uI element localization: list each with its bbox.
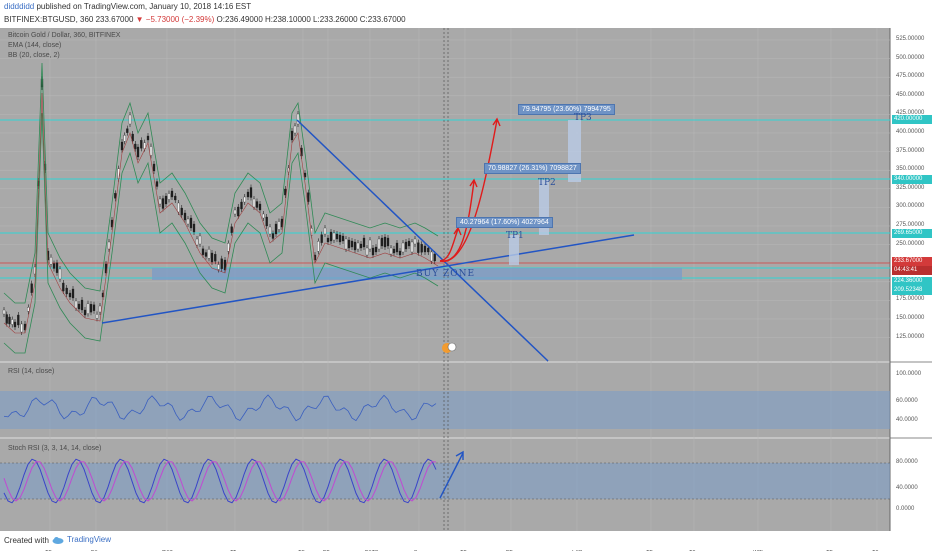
rsi-axis-label: 100.0000: [896, 371, 922, 377]
price-axis-label: 525.00000: [896, 36, 925, 42]
price-axis-label: 300.00000: [896, 203, 925, 210]
created-with-text: Created with: [4, 536, 49, 545]
price-panel: [0, 28, 890, 361]
price-axis-label: 275.00000: [896, 222, 925, 228]
symbol-line: BITFINEX:BTGUSD, 360 233.67000 ▼ −5.7300…: [4, 15, 406, 24]
tp1-text[interactable]: TP1: [506, 231, 524, 241]
price-change: ▼ −5.73000 (−2.39%): [135, 15, 215, 24]
tradingview-cloud-icon: [52, 536, 64, 544]
legend-ema[interactable]: EMA (144, close): [8, 42, 62, 49]
author-link[interactable]: didddidd: [4, 2, 35, 11]
price-axis-label: 250.00000: [896, 240, 925, 247]
rsi-axis-label: 60.0000: [896, 398, 918, 404]
publish-info: published on TradingView.com, January 10…: [36, 2, 252, 11]
tag-support2: 209.52348: [892, 286, 932, 295]
resistance-trendline: [296, 119, 549, 362]
price-axis-label: 425.00000: [896, 110, 925, 117]
tradingview-brand: TradingView: [67, 535, 112, 544]
tag-tp1: 269.65000: [892, 229, 932, 238]
rsi-axis-label: 40.0000: [896, 417, 918, 423]
rsi-line: [3, 394, 437, 422]
price-axis-label: 375.00000: [896, 147, 925, 154]
symbol-info: BITFINEX:BTGUSD, 360 233.67000: [4, 15, 134, 24]
price-axis-label: 400.00000: [896, 129, 925, 135]
chart-header: didddidd published on TradingView.com, J…: [0, 0, 932, 28]
legend-bb[interactable]: BB (20, close, 2): [8, 52, 60, 59]
stoch-k-line: [3, 458, 437, 504]
chart-area[interactable]: Bitcoin Gold / Dollar, 360, BITFINEX EMA…: [0, 28, 932, 553]
price-axis-label: 175.00000: [896, 296, 925, 303]
tag-bar-timer: 04:43:41: [892, 266, 932, 275]
tradingview-logo[interactable]: TradingView: [52, 535, 111, 544]
price-axis-label: 150.00000: [896, 315, 925, 321]
price-axis-label: 325.00000: [896, 184, 925, 191]
tag-last-price: 233.67000: [892, 257, 932, 266]
price-axis-label: 450.00000: [896, 91, 925, 98]
rsi-band: [0, 391, 890, 429]
main-legend: Bitcoin Gold / Dollar, 360, BITFINEX EMA…: [8, 31, 120, 61]
arrow-to-tp1: [439, 228, 459, 262]
legend-stoch[interactable]: Stoch RSI (3, 3, 14, 14, close): [8, 445, 102, 452]
tp2-measure-label[interactable]: 70.98827 (26.31%) 7098827: [484, 163, 581, 174]
stoch-arrow: [439, 452, 464, 499]
tp1-measure-label[interactable]: 40.27964 (17.60%) 4027964: [456, 217, 553, 228]
stoch-axis-label: 80.0000: [896, 459, 918, 465]
footer: Created with TradingView: [0, 531, 932, 550]
price-axis-label: 475.00000: [896, 73, 925, 80]
price-axis-label: 125.00000: [896, 333, 925, 340]
tp2-box: [539, 180, 549, 235]
stoch-d-line: [3, 461, 437, 502]
price-axis-label: 500.00000: [896, 54, 925, 61]
support-trendline: [101, 234, 635, 324]
legend-title: Bitcoin Gold / Dollar, 360, BITFINEX: [8, 32, 121, 39]
chart-canvas[interactable]: [0, 28, 932, 532]
publish-line: didddidd published on TradingView.com, J…: [4, 2, 251, 11]
tag-tp2: 340.00000: [892, 175, 932, 184]
tag-tp3: 420.00000: [892, 115, 932, 124]
arrow-to-tp3: [439, 119, 498, 262]
tag-support1: 224.36000: [892, 277, 932, 286]
legend-rsi[interactable]: RSI (14, close): [8, 368, 55, 375]
tp3-measure-label[interactable]: 79.94795 (23.60%) 7994795: [518, 104, 615, 115]
price-axis-label: 350.00000: [896, 166, 925, 173]
stoch-band: [0, 463, 890, 499]
buy-zone-text[interactable]: BUY ZONE: [416, 269, 476, 279]
stoch-axis-label: 0.0000: [896, 506, 915, 512]
grid-lines: [0, 28, 890, 531]
tp3-text[interactable]: TP3: [574, 113, 592, 123]
tp1-box: [509, 235, 519, 265]
ohlc-values: O:236.49000 H:238.10000 L:233.26000 C:23…: [216, 15, 406, 24]
bollinger-bands: [3, 62, 439, 354]
tp2-text[interactable]: TP2: [538, 178, 556, 188]
stoch-axis-label: 40.0000: [896, 485, 918, 491]
